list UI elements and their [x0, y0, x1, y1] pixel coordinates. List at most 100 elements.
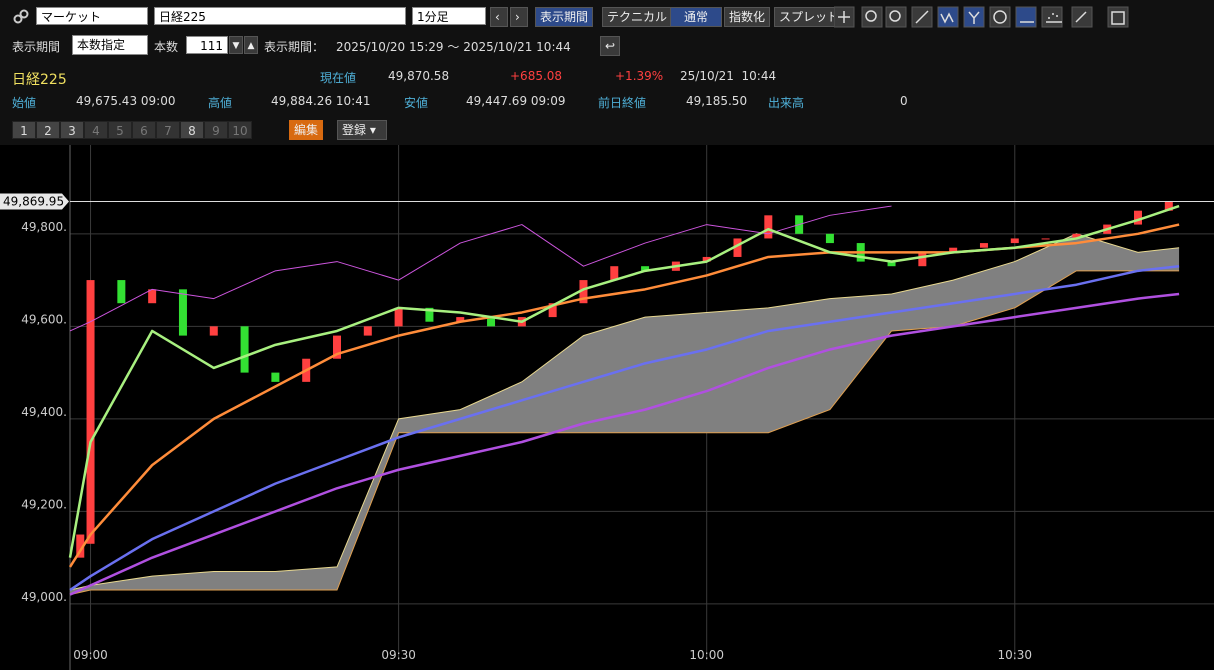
candle [178, 289, 187, 336]
indicator-line [69, 205, 892, 332]
candle [825, 233, 834, 244]
y-tick-label: 49,400. [21, 405, 67, 419]
high-label: 高値 [208, 96, 233, 110]
range: 2025/10/20 15:29 ～ 2025/10/21 10:44 [336, 40, 571, 54]
candle [240, 326, 249, 373]
x-tick-label: 09:30 [381, 648, 416, 662]
current: 49,870.58 [388, 69, 450, 83]
interval-select[interactable]: 1分足 [412, 7, 486, 25]
tab-button[interactable]: 10 [228, 121, 252, 139]
candle [1134, 210, 1143, 225]
candle [1072, 233, 1081, 239]
period-button[interactable]: 表示期間 [535, 7, 594, 27]
market-select[interactable]: マーケット [36, 7, 148, 25]
edit-button[interactable]: 編集 [289, 120, 324, 140]
tab-button[interactable]: 2 [36, 121, 60, 139]
candle [456, 317, 465, 322]
candle [702, 256, 711, 262]
tab-button[interactable]: 8 [180, 121, 204, 139]
prev: 49,185.50 [686, 94, 748, 108]
chart: 49,000. 49,200. 49,400. 49,600. 49,800. 09:00… [0, 145, 1214, 670]
tab-button[interactable]: 9 [204, 121, 228, 139]
next-button[interactable]: › [510, 7, 528, 27]
tab-button[interactable]: 3 [60, 121, 84, 139]
normal-button[interactable]: 通常 [670, 7, 722, 27]
candle [1041, 238, 1050, 240]
indicator-line [68, 204, 1180, 558]
count-up[interactable]: ▲ [244, 36, 258, 54]
x-tick-label: 09:00 [73, 648, 108, 662]
count-input[interactable]: 111 [186, 36, 228, 54]
tab-button[interactable]: 7 [156, 121, 180, 139]
cloud-edge [69, 233, 1180, 591]
high: 49,884.26 10:41 [271, 94, 371, 108]
change-pct: +1.39% [615, 69, 664, 83]
tab-row: 1 2 3 4 5 6 7 8 9 10 [12, 121, 252, 139]
y-tick-label: 49,800. [21, 220, 67, 234]
indicator-line [69, 264, 1180, 592]
y-tick-label: 49,200. [21, 497, 67, 511]
prev-button[interactable]: ‹ [490, 7, 508, 27]
tab-button[interactable]: 5 [108, 121, 132, 139]
candle [271, 372, 280, 382]
current-label: 現在値 [320, 71, 357, 85]
low-label: 安値 [404, 96, 429, 110]
candle [1010, 238, 1019, 244]
technical-button[interactable]: テクニカル [602, 7, 673, 27]
candle [487, 317, 496, 327]
link-icon[interactable] [12, 9, 30, 25]
open: 49,675.43 09:00 [76, 94, 176, 108]
candle [209, 326, 218, 336]
indicator-line [69, 292, 1180, 596]
tab-button[interactable]: 6 [132, 121, 156, 139]
candle [86, 280, 95, 544]
prev-label: 前日終値 [598, 96, 647, 110]
price-tag-label: 49,869.95 [3, 194, 64, 208]
mode-select[interactable]: 本数指定 [72, 35, 148, 55]
price-tag [0, 193, 69, 210]
symbol-select[interactable]: 日経225 [154, 7, 406, 25]
count-label: 本数 [154, 40, 179, 54]
time: 25/10/21 10:44 [680, 69, 777, 83]
candle [949, 247, 958, 253]
candle [76, 534, 85, 558]
change: +685.08 [510, 69, 563, 83]
register-button[interactable]: 登録 ▾ [337, 120, 387, 140]
icon-row[interactable] [833, 6, 1134, 28]
candle [579, 280, 588, 304]
tool-icons [833, 6, 1134, 31]
volume-label: 出来高 [768, 96, 805, 110]
volume: 0 [900, 94, 908, 108]
cloud-edge [69, 270, 1180, 596]
candle [333, 335, 342, 359]
candle [610, 266, 619, 281]
count-down[interactable]: ▼ [229, 36, 243, 54]
candle [918, 252, 927, 267]
candle [363, 326, 372, 336]
candle [979, 243, 988, 248]
candle [764, 215, 773, 239]
spread-button[interactable]: スプレッド [774, 7, 845, 27]
tab-button[interactable]: 4 [84, 121, 108, 139]
candle [887, 261, 896, 267]
x-tick-label: 10:30 [997, 648, 1032, 662]
symbol-name: 日経225 [12, 72, 67, 88]
reset-button[interactable]: ↩ [600, 36, 620, 56]
low: 49,447.69 09:09 [466, 94, 566, 108]
index-button[interactable]: 指数化 [724, 7, 771, 27]
open-label: 始値 [12, 96, 37, 110]
candle [733, 238, 742, 257]
candle [394, 307, 403, 327]
candle [148, 289, 157, 304]
y-tick-label: 49,600. [21, 312, 67, 326]
candle [425, 307, 434, 322]
register-text: 登録 [342, 123, 367, 137]
candle [1164, 201, 1173, 211]
range-label: 表示期間： [264, 40, 325, 54]
period-label: 表示期間 [12, 40, 61, 54]
tab-button[interactable]: 1 [12, 121, 36, 139]
y-tick-label: 49,000. [21, 590, 67, 604]
candle [548, 303, 557, 318]
x-tick-label: 10:00 [689, 648, 724, 662]
